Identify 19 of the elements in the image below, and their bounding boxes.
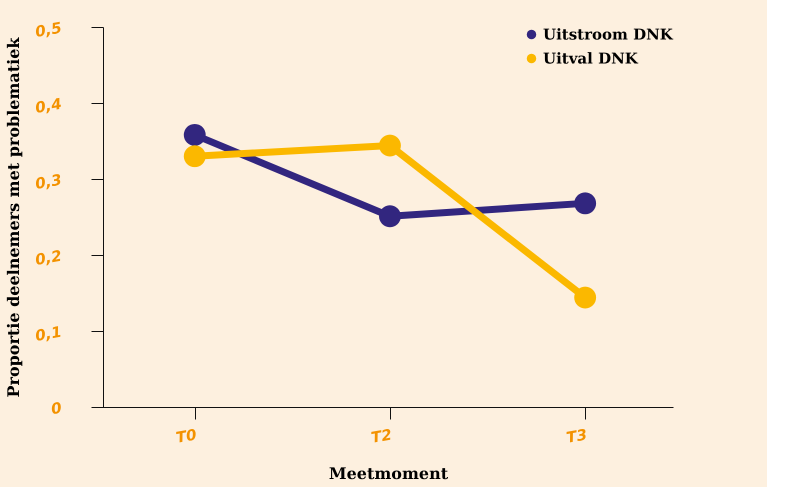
y-axis-title: Proportie deelnemers met problematiek bbox=[4, 36, 24, 398]
y-tick-label: 0,2 bbox=[34, 246, 64, 269]
x-tick-label: T0 bbox=[174, 426, 198, 447]
legend-label: Uitval DNK bbox=[543, 50, 639, 68]
legend-label: Uitstroom DNK bbox=[543, 26, 674, 44]
point bbox=[379, 134, 401, 156]
x-tick-label: T3 bbox=[564, 426, 588, 447]
point bbox=[379, 205, 401, 228]
x-axis-title: Meetmoment bbox=[328, 464, 449, 483]
point bbox=[574, 286, 596, 308]
point bbox=[574, 192, 596, 214]
y-tick-label: 0,1 bbox=[34, 322, 64, 345]
x-tick-label: T2 bbox=[370, 426, 394, 447]
point bbox=[184, 124, 206, 146]
y-tick-label: 0,3 bbox=[34, 170, 64, 193]
point bbox=[184, 145, 206, 168]
y-tick-label: 0 bbox=[50, 398, 64, 418]
y-tick-label: 0,5 bbox=[34, 18, 64, 41]
y-tick-label: 0,4 bbox=[34, 94, 64, 117]
